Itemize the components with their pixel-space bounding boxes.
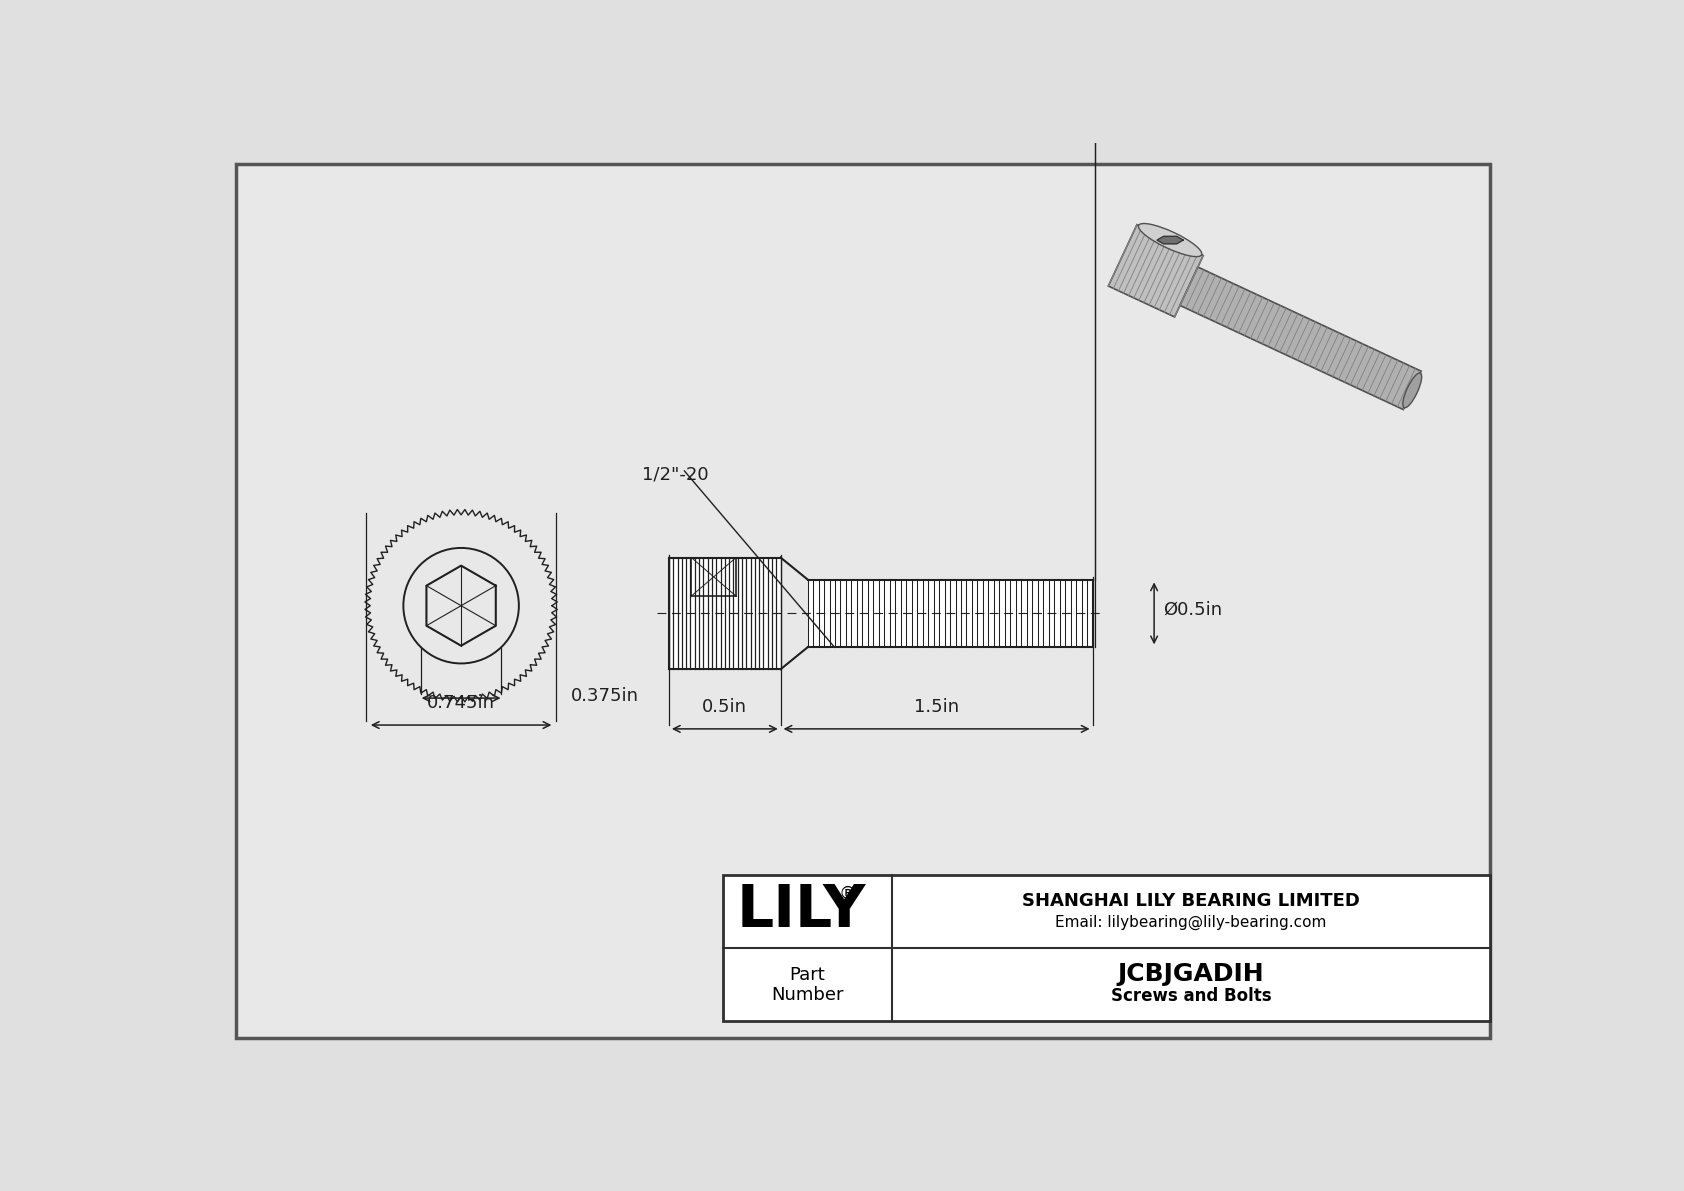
Bar (722, 875, 1490, 1022)
Text: JCBJGADIH: JCBJGADIH (1118, 962, 1265, 986)
Polygon shape (1108, 225, 1204, 317)
Text: SHANGHAI LILY BEARING LIMITED: SHANGHAI LILY BEARING LIMITED (1022, 892, 1361, 910)
Bar (808, 580, 1093, 647)
Text: ®: ® (839, 884, 857, 903)
Text: 1.5in: 1.5in (914, 698, 960, 716)
Polygon shape (1180, 267, 1421, 410)
Text: 0.375in: 0.375in (571, 687, 640, 705)
Text: Screws and Bolts: Screws and Bolts (1111, 986, 1271, 1005)
Ellipse shape (1403, 373, 1421, 407)
Text: Email: lilybearing@lily-bearing.com: Email: lilybearing@lily-bearing.com (1056, 915, 1327, 930)
Text: LILY: LILY (738, 881, 866, 939)
Text: 0.5in: 0.5in (702, 698, 748, 716)
Text: Ø0.5in: Ø0.5in (1164, 600, 1223, 618)
Ellipse shape (1138, 224, 1202, 256)
Text: 0.745in: 0.745in (428, 694, 495, 712)
Bar (669, 557, 781, 669)
Polygon shape (1157, 236, 1184, 244)
Text: Part
Number: Part Number (771, 966, 844, 1004)
Text: 1/2"-20: 1/2"-20 (642, 466, 709, 484)
